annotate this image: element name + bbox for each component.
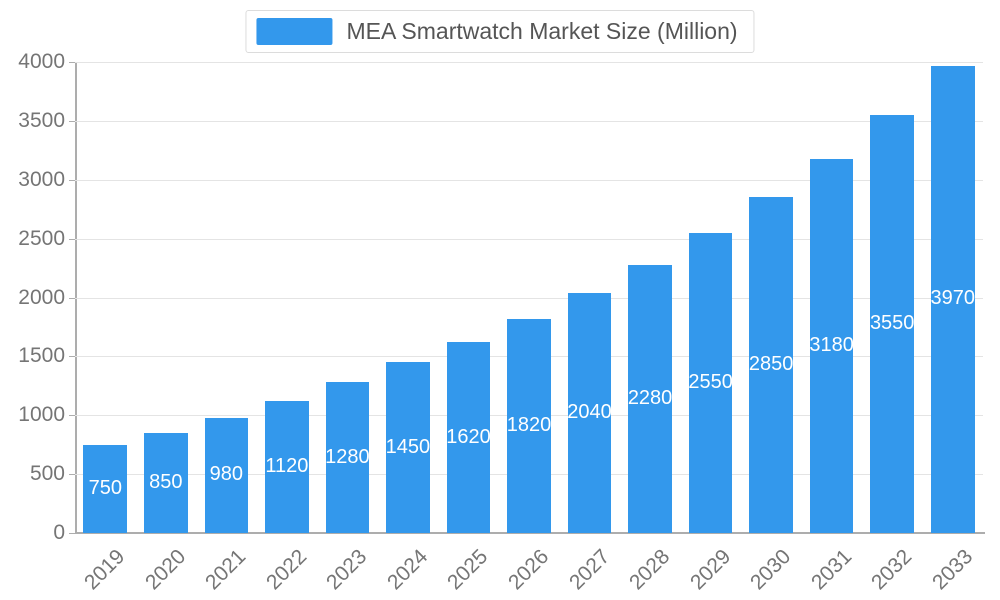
- x-tick-label: 2021: [201, 545, 251, 595]
- bar[interactable]: [507, 318, 551, 533]
- x-tick-label: 2025: [443, 545, 493, 595]
- bar[interactable]: [870, 114, 914, 533]
- y-tick-label: 500: [29, 462, 65, 486]
- y-tick-mark: [69, 356, 75, 358]
- y-tick-mark: [69, 415, 75, 417]
- gridline: [75, 62, 983, 63]
- y-tick-mark: [69, 474, 75, 476]
- y-tick-mark: [69, 179, 75, 181]
- y-tick-label: 1000: [18, 403, 65, 427]
- legend-swatch: [256, 18, 333, 45]
- y-tick-mark: [69, 297, 75, 299]
- x-tick-label: 2028: [625, 545, 675, 595]
- y-tick-label: 2000: [18, 285, 65, 309]
- bar[interactable]: [144, 432, 188, 533]
- bar[interactable]: [83, 444, 128, 533]
- x-tick-label: 2019: [80, 545, 130, 595]
- bar[interactable]: [930, 65, 975, 533]
- y-tick-label: 2500: [18, 226, 65, 250]
- x-tick-label: 2023: [322, 545, 372, 595]
- y-tick-label: 3000: [18, 167, 65, 191]
- x-tick-label: 2033: [927, 545, 977, 595]
- y-tick-label: 1500: [18, 344, 65, 368]
- legend-label: MEA Smartwatch Market Size (Million): [346, 18, 738, 44]
- bar[interactable]: [446, 342, 491, 533]
- bar[interactable]: [628, 264, 672, 533]
- x-tick-label: 2032: [867, 545, 917, 595]
- bar[interactable]: [204, 417, 249, 533]
- x-axis-line: [75, 532, 985, 534]
- y-tick-label: 4000: [18, 50, 65, 73]
- y-tick-mark: [69, 62, 75, 63]
- gridline: [75, 120, 983, 122]
- y-tick-mark: [69, 238, 75, 240]
- bar[interactable]: [809, 158, 854, 533]
- bar[interactable]: [386, 362, 430, 533]
- x-tick-label: 2020: [140, 545, 191, 595]
- y-tick-mark: [69, 120, 75, 122]
- bar[interactable]: [265, 401, 309, 533]
- y-tick-mark: [69, 533, 75, 534]
- plot-area: 750 850 980 1120 1280 1450 1620 1820 2040 2280 255…: [75, 62, 983, 533]
- x-tick-label: 2029: [685, 545, 735, 595]
- x-tick-label: 2024: [382, 545, 433, 595]
- bar[interactable]: [325, 382, 370, 533]
- chart-legend[interactable]: MEA Smartwatch Market Size (Million): [245, 10, 755, 53]
- bar[interactable]: [749, 197, 793, 533]
- x-tick-label: 2026: [503, 545, 554, 595]
- x-tick-label: 2030: [746, 545, 796, 595]
- y-tick-label: 3500: [18, 108, 65, 132]
- x-tick-label: 2022: [261, 545, 312, 595]
- gridline: [75, 297, 983, 299]
- gridline: [75, 238, 983, 240]
- x-tick-label: 2027: [564, 545, 614, 595]
- bar[interactable]: [688, 232, 733, 533]
- bar[interactable]: [567, 292, 612, 533]
- x-tick-label: 2031: [806, 545, 856, 595]
- gridline: [75, 179, 983, 181]
- y-tick-label: 0: [53, 521, 65, 544]
